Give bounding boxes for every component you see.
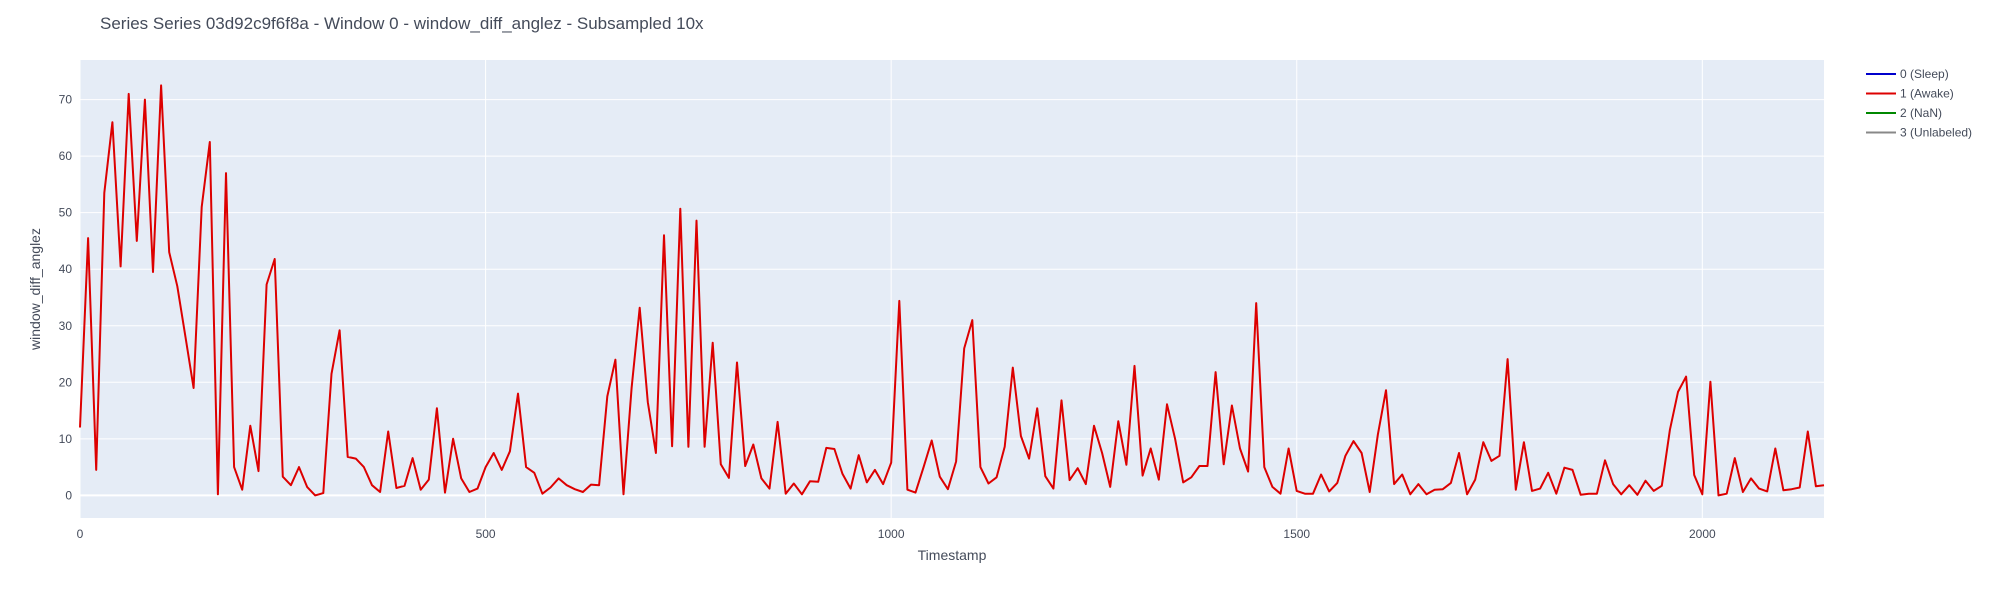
legend-item[interactable]: 1 (Awake) — [1866, 87, 1954, 101]
chart-title: Series Series 03d92c9f6f8a - Window 0 - … — [100, 14, 704, 33]
y-tick-label: 0 — [65, 488, 72, 502]
series-line-awake[interactable] — [79, 84, 1825, 497]
legend[interactable]: 0 (Sleep) 1 (Awake) 2 (NaN) 3 (Unlabeled) — [1866, 67, 1972, 140]
legend-label: 2 (NaN) — [1900, 106, 1942, 120]
x-tick-label: 500 — [476, 527, 496, 541]
y-axis-title: window_diff_anglez — [27, 228, 43, 351]
plot-area — [80, 60, 1824, 518]
legend-item[interactable]: 2 (NaN) — [1866, 106, 1942, 120]
legend-label: 3 (Unlabeled) — [1900, 126, 1972, 140]
x-tick-label: 1500 — [1283, 527, 1310, 541]
x-tick-label: 1000 — [878, 527, 905, 541]
y-tick-label: 40 — [59, 262, 73, 276]
x-tick-label: 2000 — [1689, 527, 1716, 541]
y-tick-label: 10 — [59, 432, 73, 446]
y-tick-label: 60 — [59, 149, 73, 163]
axis-ticks: 0 10 20 30 40 50 60 70 0 500 1000 1500 2000 — [59, 93, 1716, 541]
x-axis-title: Timestamp — [918, 547, 987, 563]
y-tick-label: 30 — [59, 319, 73, 333]
legend-item[interactable]: 3 (Unlabeled) — [1866, 126, 1972, 140]
legend-label: 0 (Sleep) — [1900, 67, 1949, 81]
legend-label: 1 (Awake) — [1900, 87, 1954, 101]
series-lines[interactable] — [79, 84, 1825, 497]
y-tick-label: 20 — [59, 375, 73, 389]
legend-item[interactable]: 0 (Sleep) — [1866, 67, 1949, 81]
y-tick-label: 70 — [59, 93, 73, 107]
x-tick-label: 0 — [77, 527, 84, 541]
y-tick-label: 50 — [59, 206, 73, 220]
grid-lines — [79, 60, 1824, 518]
